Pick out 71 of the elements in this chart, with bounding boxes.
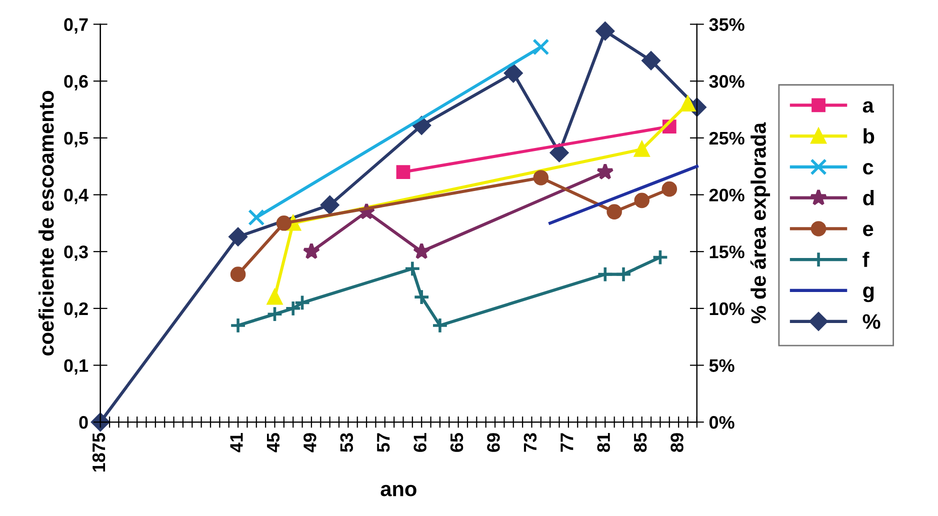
legend-label: e — [863, 224, 874, 236]
point — [596, 266, 614, 283]
legend-label: d — [863, 190, 874, 206]
point — [413, 288, 430, 306]
point — [615, 266, 632, 283]
point — [550, 143, 569, 162]
y2-tick-label: 30% — [709, 75, 744, 88]
x-tick-label: 73 — [524, 433, 537, 452]
x-tick-label: 45 — [266, 433, 280, 452]
point — [276, 216, 292, 231]
x-axis-title: ano — [380, 484, 416, 496]
y2-tick-label: 25% — [709, 132, 744, 145]
point — [228, 228, 248, 246]
x-tick-label: 69 — [487, 433, 500, 452]
x-tick-label: 85 — [634, 433, 647, 452]
y2-axis-title: % de área explorada — [750, 122, 770, 324]
x-tick-label: 81 — [597, 433, 610, 452]
y-tick-label: 0,4 — [64, 188, 88, 204]
point — [432, 317, 448, 334]
point — [404, 260, 421, 277]
y-axis-title: coeficiente de escoamento — [38, 90, 54, 356]
x-tick-label: 65 — [450, 433, 464, 452]
y-tick-label: 0,1 — [64, 359, 88, 375]
point — [533, 170, 549, 186]
x-tick-label: 49 — [304, 433, 316, 452]
point — [248, 209, 265, 226]
point — [267, 289, 282, 305]
legend-label: g — [863, 286, 874, 302]
y2-tick-label: 5% — [709, 359, 734, 372]
y2-tick-label: 15% — [710, 246, 744, 258]
legend-label: c — [863, 163, 874, 174]
y-tick-label: 0,6 — [64, 75, 88, 90]
point — [412, 242, 430, 260]
y2-tick-label: 0% — [709, 416, 734, 429]
x-tick-label: 61 — [414, 433, 426, 452]
y2-tick-label: 10% — [710, 302, 744, 316]
point — [634, 192, 650, 208]
y-tick-label: 0 — [79, 416, 88, 429]
point — [596, 162, 614, 180]
point — [91, 412, 110, 432]
legend-label: b — [864, 128, 874, 144]
point — [652, 248, 669, 266]
point — [396, 165, 410, 179]
point — [230, 317, 246, 334]
x-tick-label: 89 — [670, 433, 684, 452]
point — [596, 22, 614, 40]
legend-label: a — [862, 101, 874, 113]
y-tick-label: 0,3 — [64, 246, 88, 261]
y-tick-label: 0,7 — [64, 18, 88, 34]
point — [606, 204, 622, 220]
y-tick-label: 0,5 — [64, 132, 88, 148]
x-tick-label: 1875 — [92, 433, 106, 472]
x-tick-label: 77 — [560, 433, 574, 452]
point — [230, 266, 246, 282]
point — [680, 96, 696, 112]
x-tick-label: 41 — [230, 433, 243, 452]
point — [642, 51, 660, 70]
legend-label: f — [862, 252, 870, 267]
legend-label: % — [862, 314, 880, 329]
point — [320, 196, 340, 214]
y2-tick-label: 35% — [709, 18, 744, 31]
y2-tick-label: 20% — [709, 188, 744, 202]
point — [302, 242, 320, 260]
point — [504, 64, 523, 82]
y-tick-label: 0,2 — [64, 302, 88, 318]
point — [662, 181, 678, 197]
point — [634, 142, 650, 157]
x-tick-label: 53 — [340, 433, 354, 452]
point — [266, 306, 284, 322]
x-tick-label: 57 — [377, 433, 390, 452]
point — [532, 38, 550, 56]
